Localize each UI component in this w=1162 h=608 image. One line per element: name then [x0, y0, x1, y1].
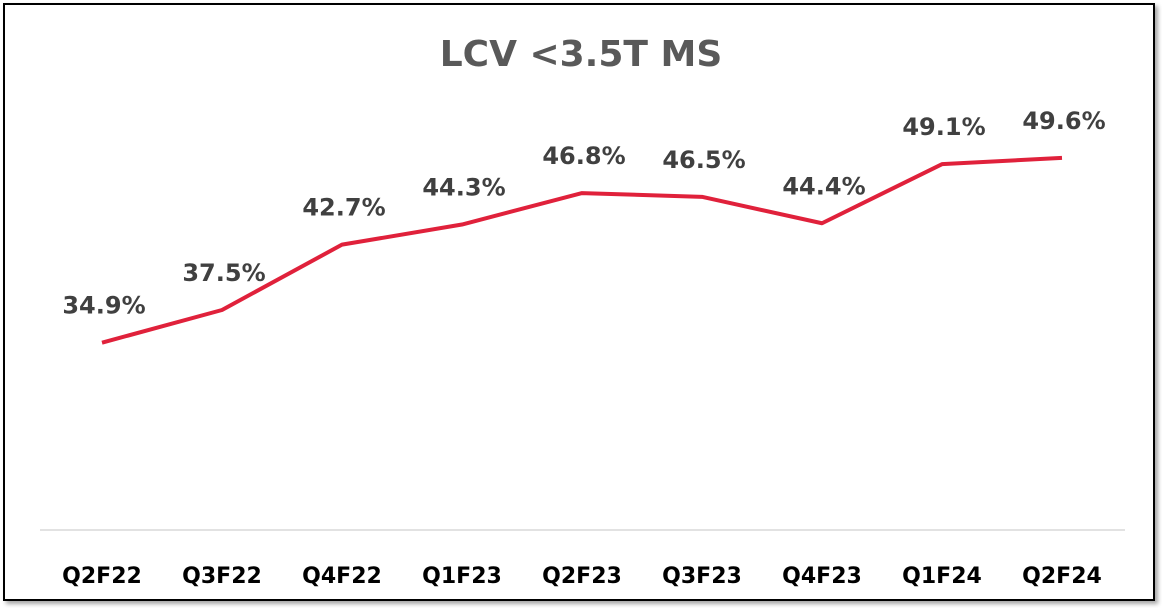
chart-frame: [3, 3, 1155, 601]
data-label: 42.7%: [302, 194, 385, 222]
x-tick-label: Q2F24: [1022, 564, 1102, 589]
x-tick-label: Q1F24: [902, 564, 982, 589]
data-label: 44.3%: [422, 174, 505, 202]
x-tick-label: Q3F23: [662, 564, 742, 589]
x-tick-label: Q2F23: [542, 564, 622, 589]
x-tick-label: Q4F22: [302, 564, 382, 589]
data-label: 49.1%: [902, 113, 985, 141]
data-label: 37.5%: [182, 259, 265, 287]
data-label: 44.4%: [782, 172, 865, 200]
data-label: 46.8%: [542, 142, 625, 170]
x-tick-label: Q2F22: [62, 564, 142, 589]
chart-title: LCV <3.5T MS: [440, 34, 723, 75]
x-tick-label: Q1F23: [422, 564, 502, 589]
x-tick-label: Q4F23: [782, 564, 862, 589]
data-label: 46.5%: [662, 146, 745, 174]
data-label: 34.9%: [62, 292, 145, 320]
line: [101, 155, 1063, 345]
x-tick-label: Q3F22: [182, 564, 262, 589]
data-label: 49.6%: [1022, 107, 1105, 135]
